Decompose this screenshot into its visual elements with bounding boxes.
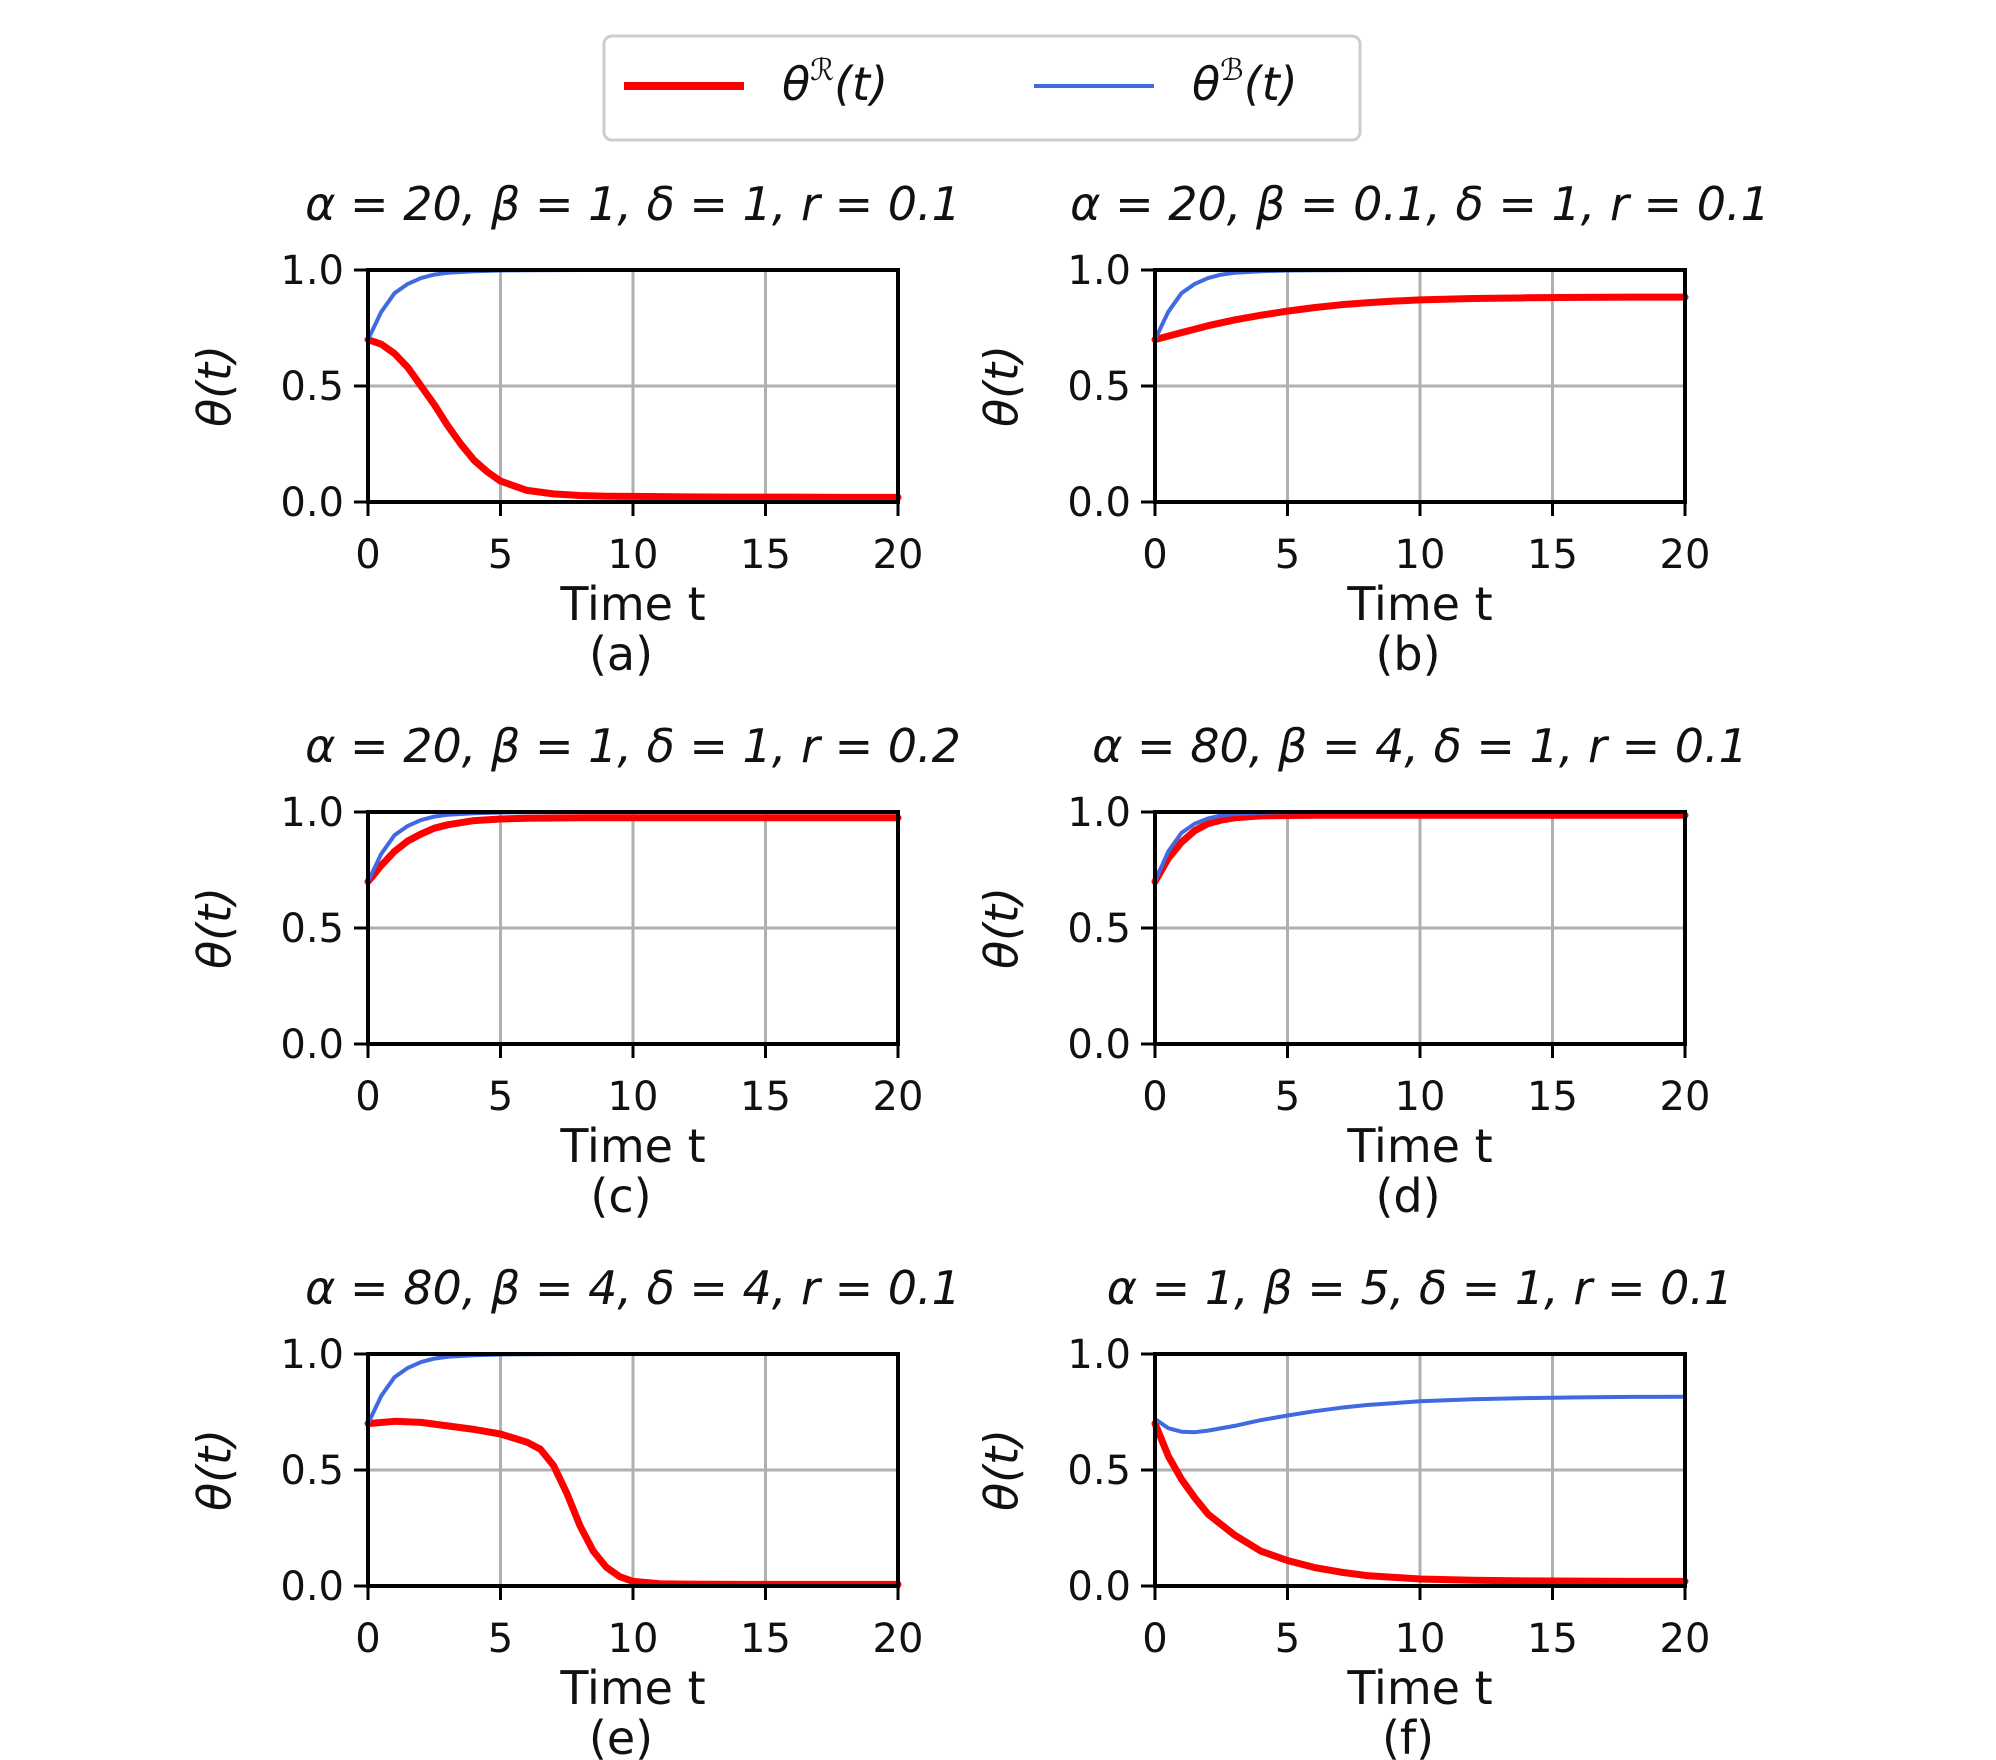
series-line-red: [1151, 811, 1689, 886]
x-tick-label: 15: [1527, 532, 1578, 578]
x-axis-label: Time t: [559, 1661, 705, 1715]
x-tick-label: 5: [488, 1616, 513, 1662]
x-tick-label: 0: [1142, 1074, 1167, 1120]
panel-title: α = 1, β = 5, δ = 1, r = 0.1: [1107, 1261, 1734, 1315]
y-tick-label: 1.0: [1067, 248, 1131, 294]
series-line-red: [364, 814, 902, 886]
panel-title: α = 20, β = 0.1, δ = 1, r = 0.1: [1070, 177, 1770, 231]
x-tick-label: 20: [1660, 1616, 1711, 1662]
panels: α = 20, β = 1, δ = 1, r = 0.1 0 5 10 15 20 0.0…: [188, 177, 1770, 1760]
y-tick-label: 1.0: [280, 1332, 344, 1378]
x-tick-label: 5: [1275, 532, 1300, 578]
x-tick-label: 10: [1395, 1616, 1446, 1662]
x-tick-label: 10: [1395, 1074, 1446, 1120]
x-tick-label: 10: [608, 1616, 659, 1662]
panel-title: α = 20, β = 1, δ = 1, r = 0.2: [305, 719, 961, 773]
x-tick-label: 15: [740, 532, 791, 578]
x-tick-label: 5: [1275, 1074, 1300, 1120]
x-tick-label: 10: [608, 1074, 659, 1120]
series-line-red: [364, 336, 902, 501]
x-tick-label: 5: [488, 1074, 513, 1120]
panel-sublabel: (f): [1382, 1711, 1434, 1760]
y-tick-label: 0.0: [280, 1564, 344, 1610]
legend-label-blue: θℬ(t): [1192, 53, 1298, 111]
x-tick-label: 0: [1142, 532, 1167, 578]
x-tick-label: 20: [873, 532, 924, 578]
legend-label-red-sup: ℛ: [810, 53, 834, 88]
panel-sublabel: (c): [590, 1169, 651, 1223]
x-tick-label: 20: [1660, 532, 1711, 578]
x-tick-label: 5: [488, 532, 513, 578]
x-axis-label: Time t: [559, 577, 705, 631]
panel-e: α = 80, β = 4, δ = 4, r = 0.1 0 5 10 15 20 0.0…: [188, 1261, 961, 1760]
y-tick-label: 1.0: [1067, 790, 1131, 836]
y-axis-label: θ(t): [188, 1429, 242, 1511]
legend-label-blue-sup: ℬ: [1220, 53, 1244, 88]
x-tick-label: 15: [740, 1616, 791, 1662]
x-axis-label: Time t: [559, 1119, 705, 1173]
y-axis-label: θ(t): [975, 1429, 1029, 1511]
panel-a: α = 20, β = 1, δ = 1, r = 0.1 0 5 10 15 20 0.0…: [188, 177, 961, 681]
series-line-red: [1151, 1420, 1689, 1585]
panel-title: α = 20, β = 1, δ = 1, r = 0.1: [305, 177, 961, 231]
y-tick-label: 1.0: [280, 790, 344, 836]
y-tick-label: 1.0: [280, 248, 344, 294]
y-axis-label: θ(t): [188, 887, 242, 969]
panel-sublabel: (b): [1375, 627, 1440, 681]
legend: θℛ(t) θℬ(t): [602, 34, 1362, 142]
x-tick-label: 15: [1527, 1616, 1578, 1662]
x-tick-label: 0: [1142, 1616, 1167, 1662]
panel-d: α = 80, β = 4, δ = 1, r = 0.1 0 5 10 15 20 0.0…: [975, 719, 1748, 1223]
y-tick-label: 0.0: [280, 480, 344, 526]
x-axis-label: Time t: [1346, 1661, 1492, 1715]
y-axis-label: θ(t): [975, 887, 1029, 969]
x-tick-label: 0: [355, 1616, 380, 1662]
series-line-red: [1151, 293, 1689, 344]
y-tick-label: 0.0: [280, 1022, 344, 1068]
y-tick-label: 0.0: [1067, 480, 1131, 526]
panel-sublabel: (a): [589, 627, 653, 681]
y-tick-label: 0.5: [1067, 906, 1131, 952]
panel-title: α = 80, β = 4, δ = 1, r = 0.1: [1092, 719, 1748, 773]
legend-label-red: θℛ(t): [782, 53, 888, 111]
legend-label-red-base: θ: [782, 57, 810, 111]
y-tick-label: 0.5: [280, 364, 344, 410]
series-line-blue: [1153, 1394, 1687, 1435]
panel-sublabel: (e): [589, 1711, 653, 1760]
legend-label-red-arg: (t): [834, 57, 888, 111]
panel-b: α = 20, β = 0.1, δ = 1, r = 0.1 0 5 10 15 20 0…: [975, 177, 1770, 681]
panel-sublabel: (d): [1375, 1169, 1440, 1223]
y-tick-label: 0.0: [1067, 1564, 1131, 1610]
panel-f: α = 1, β = 5, δ = 1, r = 0.1 0 5 10 15 20 0.0 0…: [975, 1261, 1734, 1760]
legend-label-blue-base: θ: [1192, 57, 1220, 111]
y-tick-label: 1.0: [1067, 1332, 1131, 1378]
x-tick-label: 20: [1660, 1074, 1711, 1120]
x-tick-label: 15: [740, 1074, 791, 1120]
x-tick-label: 0: [355, 1074, 380, 1120]
panel-title: α = 80, β = 4, δ = 4, r = 0.1: [305, 1261, 961, 1315]
y-axis-label: θ(t): [975, 345, 1029, 427]
x-tick-label: 15: [1527, 1074, 1578, 1120]
x-axis-label: Time t: [1346, 577, 1492, 631]
legend-label-blue-arg: (t): [1244, 57, 1298, 111]
y-tick-label: 0.5: [280, 906, 344, 952]
x-tick-label: 0: [355, 532, 380, 578]
legend-frame: [602, 34, 1362, 142]
panel-c: α = 20, β = 1, δ = 1, r = 0.2 0 5 10 15 20 0.0…: [188, 719, 961, 1223]
x-axis-label: Time t: [1346, 1119, 1492, 1173]
x-tick-label: 10: [1395, 532, 1446, 578]
y-axis-label: θ(t): [188, 345, 242, 427]
x-tick-label: 20: [873, 1074, 924, 1120]
y-tick-label: 0.0: [1067, 1022, 1131, 1068]
x-tick-label: 20: [873, 1616, 924, 1662]
x-tick-label: 5: [1275, 1616, 1300, 1662]
y-tick-label: 0.5: [1067, 364, 1131, 410]
y-tick-label: 0.5: [280, 1448, 344, 1494]
y-tick-label: 0.5: [1067, 1448, 1131, 1494]
x-tick-label: 10: [608, 532, 659, 578]
